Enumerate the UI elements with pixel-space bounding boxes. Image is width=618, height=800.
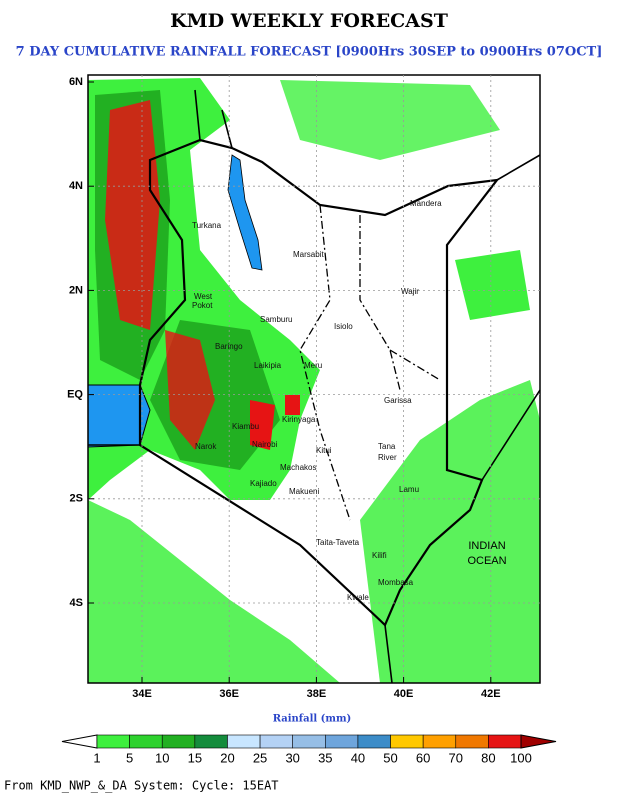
- colorbar-segment: [96, 734, 130, 749]
- map: Turkana Marsabit Mandera Wajir West Poko…: [87, 74, 541, 684]
- border-line: [88, 89, 541, 684]
- place-label: Kiambu: [232, 422, 259, 431]
- colorbar-segment: [357, 734, 391, 749]
- ocean-label: INDIAN: [468, 540, 505, 552]
- place-label: Kirinyaga: [282, 415, 316, 424]
- colorbar-label: 35: [318, 750, 332, 765]
- place-label: Taita-Taveta: [316, 538, 360, 547]
- rain-area: [165, 330, 215, 450]
- lat-label: 6N: [69, 76, 83, 88]
- lon-label: 36E: [219, 688, 239, 700]
- colorbar-segment: [455, 734, 489, 749]
- place-label: Mandera: [410, 199, 442, 208]
- colorbar-label: 100: [510, 750, 532, 765]
- rain-area: [280, 80, 500, 160]
- place-label: Lamu: [399, 485, 419, 494]
- subtitle: 7 DAY CUMULATIVE RAINFALL FORECAST [0900…: [16, 45, 603, 60]
- colorbar-label: 70: [449, 750, 463, 765]
- colorbar-label: 20: [220, 750, 234, 765]
- place-label: Samburu: [260, 315, 292, 324]
- lat-label: 4N: [69, 180, 83, 192]
- colorbar-segment: [325, 734, 359, 749]
- colorbar-label: 80: [481, 750, 495, 765]
- place-label: Kitui: [316, 446, 332, 455]
- rain-area: [455, 250, 530, 320]
- rain-area: [360, 380, 540, 683]
- colorbar-label: 25: [253, 750, 267, 765]
- colorbar-segment: [194, 734, 228, 749]
- colorbar-label: 40: [351, 750, 365, 765]
- colorbar-label: 10: [155, 750, 169, 765]
- lon-label: 38E: [307, 688, 327, 700]
- place-label: Isiolo: [334, 322, 353, 331]
- rain-area: [285, 395, 300, 415]
- lake-turkana: [227, 154, 263, 271]
- place-label: Laikipia: [254, 361, 282, 370]
- colorbar-label: 15: [188, 750, 202, 765]
- colorbar: 1 5 10 15 20 25 30 35 40 50 60 70 80 100: [61, 734, 557, 765]
- place-label: Kajiado: [250, 479, 277, 488]
- county-border: [299, 204, 441, 521]
- place-label: Meru: [304, 361, 322, 370]
- lon-label: 42E: [481, 688, 501, 700]
- place-label: Narok: [195, 442, 217, 451]
- place-label: Makueni: [289, 487, 319, 496]
- colorbar-segment: [292, 734, 326, 749]
- rain-area: [250, 400, 275, 450]
- colorbar-segment: [161, 734, 196, 749]
- place-label: Wajir: [401, 287, 419, 296]
- place-label: Tana: [378, 442, 396, 451]
- lon-label: 34E: [132, 688, 152, 700]
- rain-area: [88, 500, 340, 683]
- colorbar-segment: [390, 734, 424, 749]
- colorbar-label: 30: [285, 750, 299, 765]
- place-label: Kilifi: [372, 551, 387, 560]
- lat-label: 2S: [70, 493, 83, 505]
- map-frame: [87, 74, 541, 684]
- colorbar-segment: [488, 734, 522, 749]
- footer: From KMD_NWP_&_DA System: Cycle: 15EAT: [4, 779, 279, 793]
- place-label: West: [194, 292, 213, 301]
- colorbar-label: 50: [383, 750, 397, 765]
- ocean-label: OCEAN: [467, 555, 506, 567]
- place-label: Pokot: [192, 301, 213, 310]
- colorbar-segment: [129, 734, 163, 749]
- place-label: Mombasa: [378, 578, 414, 587]
- place-label: River: [378, 453, 397, 462]
- colorbar-label: 5: [126, 750, 133, 765]
- place-label: Machakos: [280, 463, 316, 472]
- colorbar-title: Rainfall (mm): [273, 714, 352, 725]
- title: KMD WEEKLY FORECAST: [170, 10, 448, 32]
- place-label: Nairobi: [252, 440, 278, 449]
- colorbar-end: [520, 734, 557, 749]
- colorbar-segment: [259, 734, 293, 749]
- colorbar-label: 1: [93, 750, 100, 765]
- place-label: Garissa: [384, 396, 412, 405]
- colorbar-label: 60: [416, 750, 430, 765]
- colorbar-segment: [422, 734, 457, 749]
- place-label: Baringo: [215, 342, 243, 351]
- lat-label: 4S: [70, 597, 83, 609]
- colorbar-end: [61, 734, 98, 749]
- colorbar-segment: [227, 734, 261, 749]
- lon-label: 40E: [394, 688, 414, 700]
- rain-area: [105, 100, 160, 330]
- place-label: Turkana: [192, 221, 222, 230]
- place-label: Marsabit: [293, 250, 324, 259]
- place-label: Kwale: [347, 593, 369, 602]
- lat-label: EQ: [67, 389, 83, 401]
- lat-label: 2N: [69, 284, 83, 296]
